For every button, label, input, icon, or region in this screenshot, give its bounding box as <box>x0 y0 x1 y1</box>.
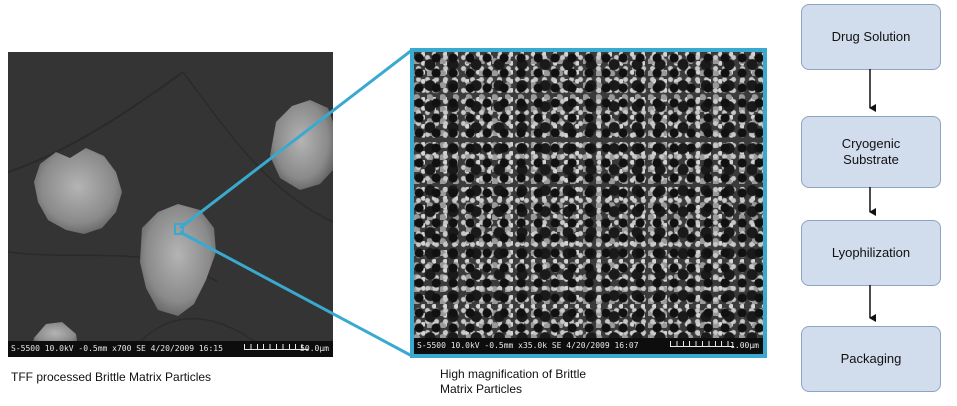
flow-step-drug-solution: Drug Solution <box>801 4 941 70</box>
right-caption-line-1: High magnification of Brittle <box>440 367 587 381</box>
scale-label: 1.00µm <box>730 341 759 350</box>
particle-left <box>34 148 122 234</box>
high-magnification-sem-image: S-5500 10.0kV -0.5mm x35.0k SE 4/20/2009… <box>410 48 767 358</box>
scale-bar <box>244 344 308 350</box>
particle-upper-right <box>270 100 333 190</box>
flow-step-label: Lyophilization <box>831 245 911 260</box>
left-image-caption: TFF processed Brittle Matrix Particles <box>11 370 212 384</box>
flow-step-packaging: Packaging <box>801 326 941 392</box>
scale-label: 50.0µm <box>300 344 329 353</box>
right-image-caption: High magnification of Brittle Matrix Par… <box>440 367 586 397</box>
sem-info-bar-right: S-5500 10.0kV -0.5mm x35.0k SE 4/20/2009… <box>414 338 763 354</box>
flow-step-label: Packaging <box>840 351 902 366</box>
sem-info-bar-left: S-5500 10.0kV -0.5mm x700 SE 4/20/2009 1… <box>8 341 333 357</box>
flow-step-label-line-1: Cryogenic <box>841 136 901 151</box>
particle-center <box>140 204 216 316</box>
particle-bottom-left <box>32 322 78 347</box>
low-magnification-sem-image: S-5500 10.0kV -0.5mm x700 SE 4/20/2009 1… <box>8 52 333 357</box>
low-magnification-sem-texture <box>8 71 333 357</box>
sem-acquisition-info: S-5500 10.0kV -0.5mm x700 SE 4/20/2009 1… <box>11 344 223 353</box>
flow-step-cryogenic-substrate: Cryogenic Substrate <box>801 116 941 188</box>
sem-acquisition-info: S-5500 10.0kV -0.5mm x35.0k SE 4/20/2009… <box>417 341 639 350</box>
flow-step-lyophilization: Lyophilization <box>801 220 941 286</box>
scale-bar <box>670 341 734 347</box>
flow-step-label-line-2: Substrate <box>843 152 899 167</box>
flow-step-label: Drug Solution <box>831 29 911 44</box>
right-caption-line-2: Matrix Particles <box>440 382 523 396</box>
